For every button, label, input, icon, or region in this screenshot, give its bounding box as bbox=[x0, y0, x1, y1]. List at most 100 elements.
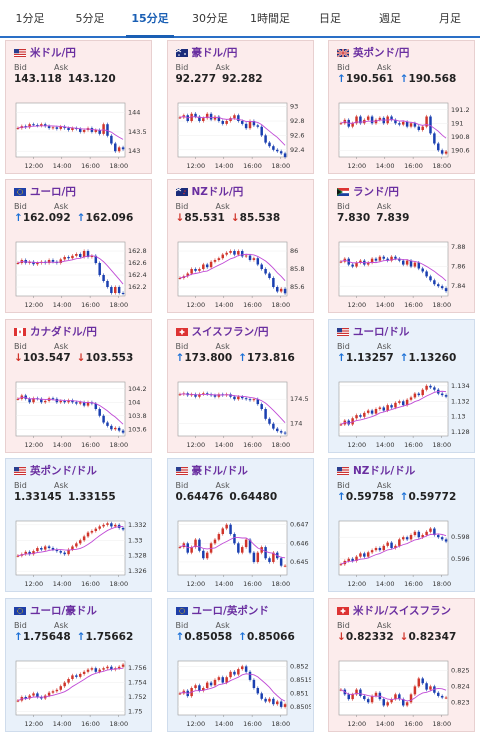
candlestick-chart[interactable]: 104.2 104 103.8 103.6 12:00 14:00 16:00 18:00 bbox=[14, 378, 149, 450]
tab-5[interactable]: 日足 bbox=[319, 12, 341, 25]
candle-body bbox=[405, 399, 409, 406]
rate-card[interactable]: ユーロ/英ポンド Bid Ask ↑0.85058 ↑0.85066 0.852 0.851… bbox=[166, 598, 314, 732]
tab-6[interactable]: 週足 bbox=[379, 12, 401, 25]
arrow-up-icon: ↑ bbox=[76, 212, 86, 224]
rate-card[interactable]: 英ポンド/円 Bid Ask ↑190.561 ↑190.568 191.2 191 190.… bbox=[328, 40, 475, 174]
ch-flag-icon bbox=[175, 327, 188, 336]
tab-1[interactable]: 5分足 bbox=[75, 12, 105, 25]
candle-body bbox=[267, 142, 271, 147]
pair-title[interactable]: NZドル/ドル bbox=[337, 463, 415, 478]
rate-card[interactable]: ユーロ/ドル Bid Ask ↑1.13257 ↑1.13260 1.134 1.132 1.… bbox=[328, 319, 475, 453]
plot-area bbox=[15, 241, 126, 297]
candle-body bbox=[117, 287, 121, 293]
tab-0[interactable]: 1分足 bbox=[15, 12, 45, 25]
pair-title[interactable]: 英ポンド/円 bbox=[336, 45, 409, 60]
candlestick-chart[interactable]: 0.598 0.596 12:00 14:00 16:00 18:00 bbox=[337, 517, 472, 589]
rate-card[interactable]: NZドル/ドル Bid Ask ↑0.59758 ↑0.59772 0.598 0.596 1… bbox=[328, 458, 475, 592]
candlestick-chart[interactable]: 0.647 0.646 0.645 12:00 14:00 16:00 18:00 bbox=[176, 517, 311, 589]
plot-area bbox=[15, 520, 126, 576]
price-labels: Bid Ask bbox=[14, 621, 94, 630]
y-tick-label: 7.84 bbox=[451, 282, 465, 290]
candle-body bbox=[437, 143, 440, 151]
candle-body bbox=[221, 121, 224, 124]
tab-2[interactable]: 15分足 bbox=[120, 0, 180, 38]
candle-body bbox=[63, 552, 66, 555]
candlestick-chart[interactable]: 191.2 191 190.8 190.6 12:00 14:00 16:00 18:00 bbox=[337, 99, 472, 171]
candle-body bbox=[351, 123, 354, 127]
candle-body bbox=[224, 252, 228, 255]
candle-body bbox=[283, 432, 286, 434]
bid-value: ↑0.59758 bbox=[337, 491, 394, 503]
candle-body bbox=[110, 135, 113, 144]
rate-card[interactable]: 米ドル/円 Bid Ask 143.118 143.120 144 143.5 143 12:0… bbox=[5, 40, 152, 174]
bid-label: Bid bbox=[337, 621, 350, 630]
candle-body bbox=[394, 256, 397, 259]
rate-card[interactable]: ランド/円 Bid Ask 7.830 7.839 7.88 7.86 7.84 12:00 14… bbox=[328, 179, 475, 313]
price-values: ↑162.092 ↑162.096 bbox=[14, 212, 139, 224]
rate-card[interactable]: NZドル/円 Bid Ask ↓85.531 ↓85.538 86 85.8 85.6 12:0… bbox=[166, 179, 314, 313]
rate-card[interactable]: ユーロ/円 Bid Ask ↑162.092 ↑162.096 162.8 162.6 162… bbox=[5, 179, 152, 313]
rate-card[interactable]: 豪ドル/ドル Bid Ask 0.64476 0.64480 0.647 0.646 0.64… bbox=[166, 458, 314, 592]
rate-card[interactable]: 米ドル/スイスフラン Bid Ask ↓0.82332 ↓0.82347 0.825 0.8… bbox=[328, 598, 475, 732]
ask-label: Ask bbox=[54, 202, 69, 211]
rate-card[interactable]: 豪ドル/円 Bid Ask 92.277 92.282 93 92.8 92.6 92.4 12:… bbox=[166, 40, 314, 174]
chart-svg: 86 85.8 85.6 12:00 14:00 16:00 18:00 bbox=[177, 241, 304, 309]
candlestick-chart[interactable]: 1.134 1.132 1.13 1.128 12:00 14:00 16:00 18:00 bbox=[337, 378, 472, 450]
tab-4[interactable]: 1時間足 bbox=[250, 12, 290, 25]
pair-title[interactable]: ユーロ/豪ドル bbox=[14, 603, 97, 618]
candlestick-chart[interactable]: 174.5 174 12:00 14:00 16:00 18:00 bbox=[176, 378, 311, 450]
candlestick-chart[interactable]: 0.825 0.824 0.823 12:00 14:00 16:00 18:00 bbox=[337, 657, 472, 729]
candle-body bbox=[197, 685, 201, 691]
moving-average-line bbox=[340, 119, 447, 139]
candlestick-chart[interactable]: 144 143.5 143 12:00 14:00 16:00 18:00 bbox=[14, 99, 149, 171]
arrow-up-icon: ↑ bbox=[76, 631, 86, 643]
candle-body bbox=[256, 552, 259, 562]
pair-title[interactable]: NZドル/円 bbox=[175, 184, 243, 199]
pair-title[interactable]: 豪ドル/円 bbox=[175, 45, 237, 60]
candlestick-chart[interactable]: 1.332 1.33 1.328 1.326 12:00 14:00 16:00 18:00 bbox=[14, 517, 149, 589]
candle-body bbox=[271, 146, 275, 150]
pair-title[interactable]: ユーロ/ドル bbox=[337, 324, 409, 339]
x-tick-label: 16:00 bbox=[81, 301, 100, 309]
plot-area bbox=[15, 381, 126, 437]
candle-body bbox=[259, 693, 263, 699]
candlestick-chart[interactable]: 7.88 7.86 7.84 12:00 14:00 16:00 18:00 bbox=[337, 238, 472, 310]
y-tick-label: 190.8 bbox=[451, 133, 470, 141]
candle-body bbox=[382, 545, 386, 551]
pair-title[interactable]: 米ドル/円 bbox=[14, 45, 76, 60]
y-tick-label: 162.6 bbox=[128, 259, 147, 267]
tab-3[interactable]: 30分足 bbox=[192, 12, 228, 25]
rate-card[interactable]: 英ポンド/ドル Bid Ask 1.33145 1.33155 1.332 1.33 1.32… bbox=[5, 458, 152, 592]
rate-card[interactable]: スイスフラン/円 Bid Ask ↑173.800 ↑173.816 174.5 174 12… bbox=[166, 319, 314, 453]
arrow-up-icon: ↑ bbox=[399, 73, 409, 85]
rate-card[interactable]: カナダドル/円 Bid Ask ↓103.547 ↓103.553 104.2 104 103… bbox=[5, 319, 152, 453]
y-tick-label: 1.33 bbox=[128, 536, 142, 544]
pair-title[interactable]: 米ドル/スイスフラン bbox=[337, 603, 451, 618]
candlestick-chart[interactable]: 86 85.8 85.6 12:00 14:00 16:00 18:00 bbox=[176, 238, 311, 310]
price-values: 0.64476 0.64480 bbox=[176, 491, 284, 503]
pair-title[interactable]: 英ポンド/ドル bbox=[14, 463, 97, 478]
y-tick-label: 1.332 bbox=[128, 521, 147, 529]
candle-body bbox=[24, 697, 27, 699]
candlestick-chart[interactable]: 0.852 0.8515 0.851 0.8505 12:00 14:00 16:00 18:… bbox=[176, 657, 311, 729]
candle-body bbox=[347, 420, 350, 425]
y-tick-label: 0.852 bbox=[290, 662, 309, 670]
candle-body bbox=[67, 549, 70, 555]
tab-7[interactable]: 月足 bbox=[439, 12, 461, 25]
pair-title[interactable]: ユーロ/英ポンド bbox=[175, 603, 269, 618]
pair-title[interactable]: ランド/円 bbox=[337, 184, 399, 199]
x-tick-label: 14:00 bbox=[214, 301, 233, 309]
candle-body bbox=[240, 251, 243, 257]
candlestick-chart[interactable]: 93 92.8 92.6 92.4 12:00 14:00 16:00 18:00 bbox=[176, 99, 311, 171]
rate-card[interactable]: ユーロ/豪ドル Bid Ask ↑1.75648 ↑1.75662 1.756 1.754 1… bbox=[5, 598, 152, 732]
pair-title[interactable]: 豪ドル/ドル bbox=[175, 463, 248, 478]
pair-title[interactable]: カナダドル/円 bbox=[14, 324, 97, 339]
au-flag-icon bbox=[175, 48, 188, 57]
candle-body bbox=[59, 259, 63, 263]
timeframe-tabs: 1分足 5分足 15分足 30分足 1時間足 日足 週足 月足 bbox=[0, 0, 480, 38]
candlestick-chart[interactable]: 1.756 1.754 1.752 1.75 12:00 14:00 16:00 18:00 bbox=[14, 657, 149, 729]
candle-body bbox=[82, 536, 86, 541]
candlestick-chart[interactable]: 162.8 162.6 162.4 162.2 12:00 14:00 16:00 18:00 bbox=[14, 238, 149, 310]
pair-title[interactable]: スイスフラン/円 bbox=[175, 324, 269, 339]
pair-title[interactable]: ユーロ/円 bbox=[14, 184, 76, 199]
